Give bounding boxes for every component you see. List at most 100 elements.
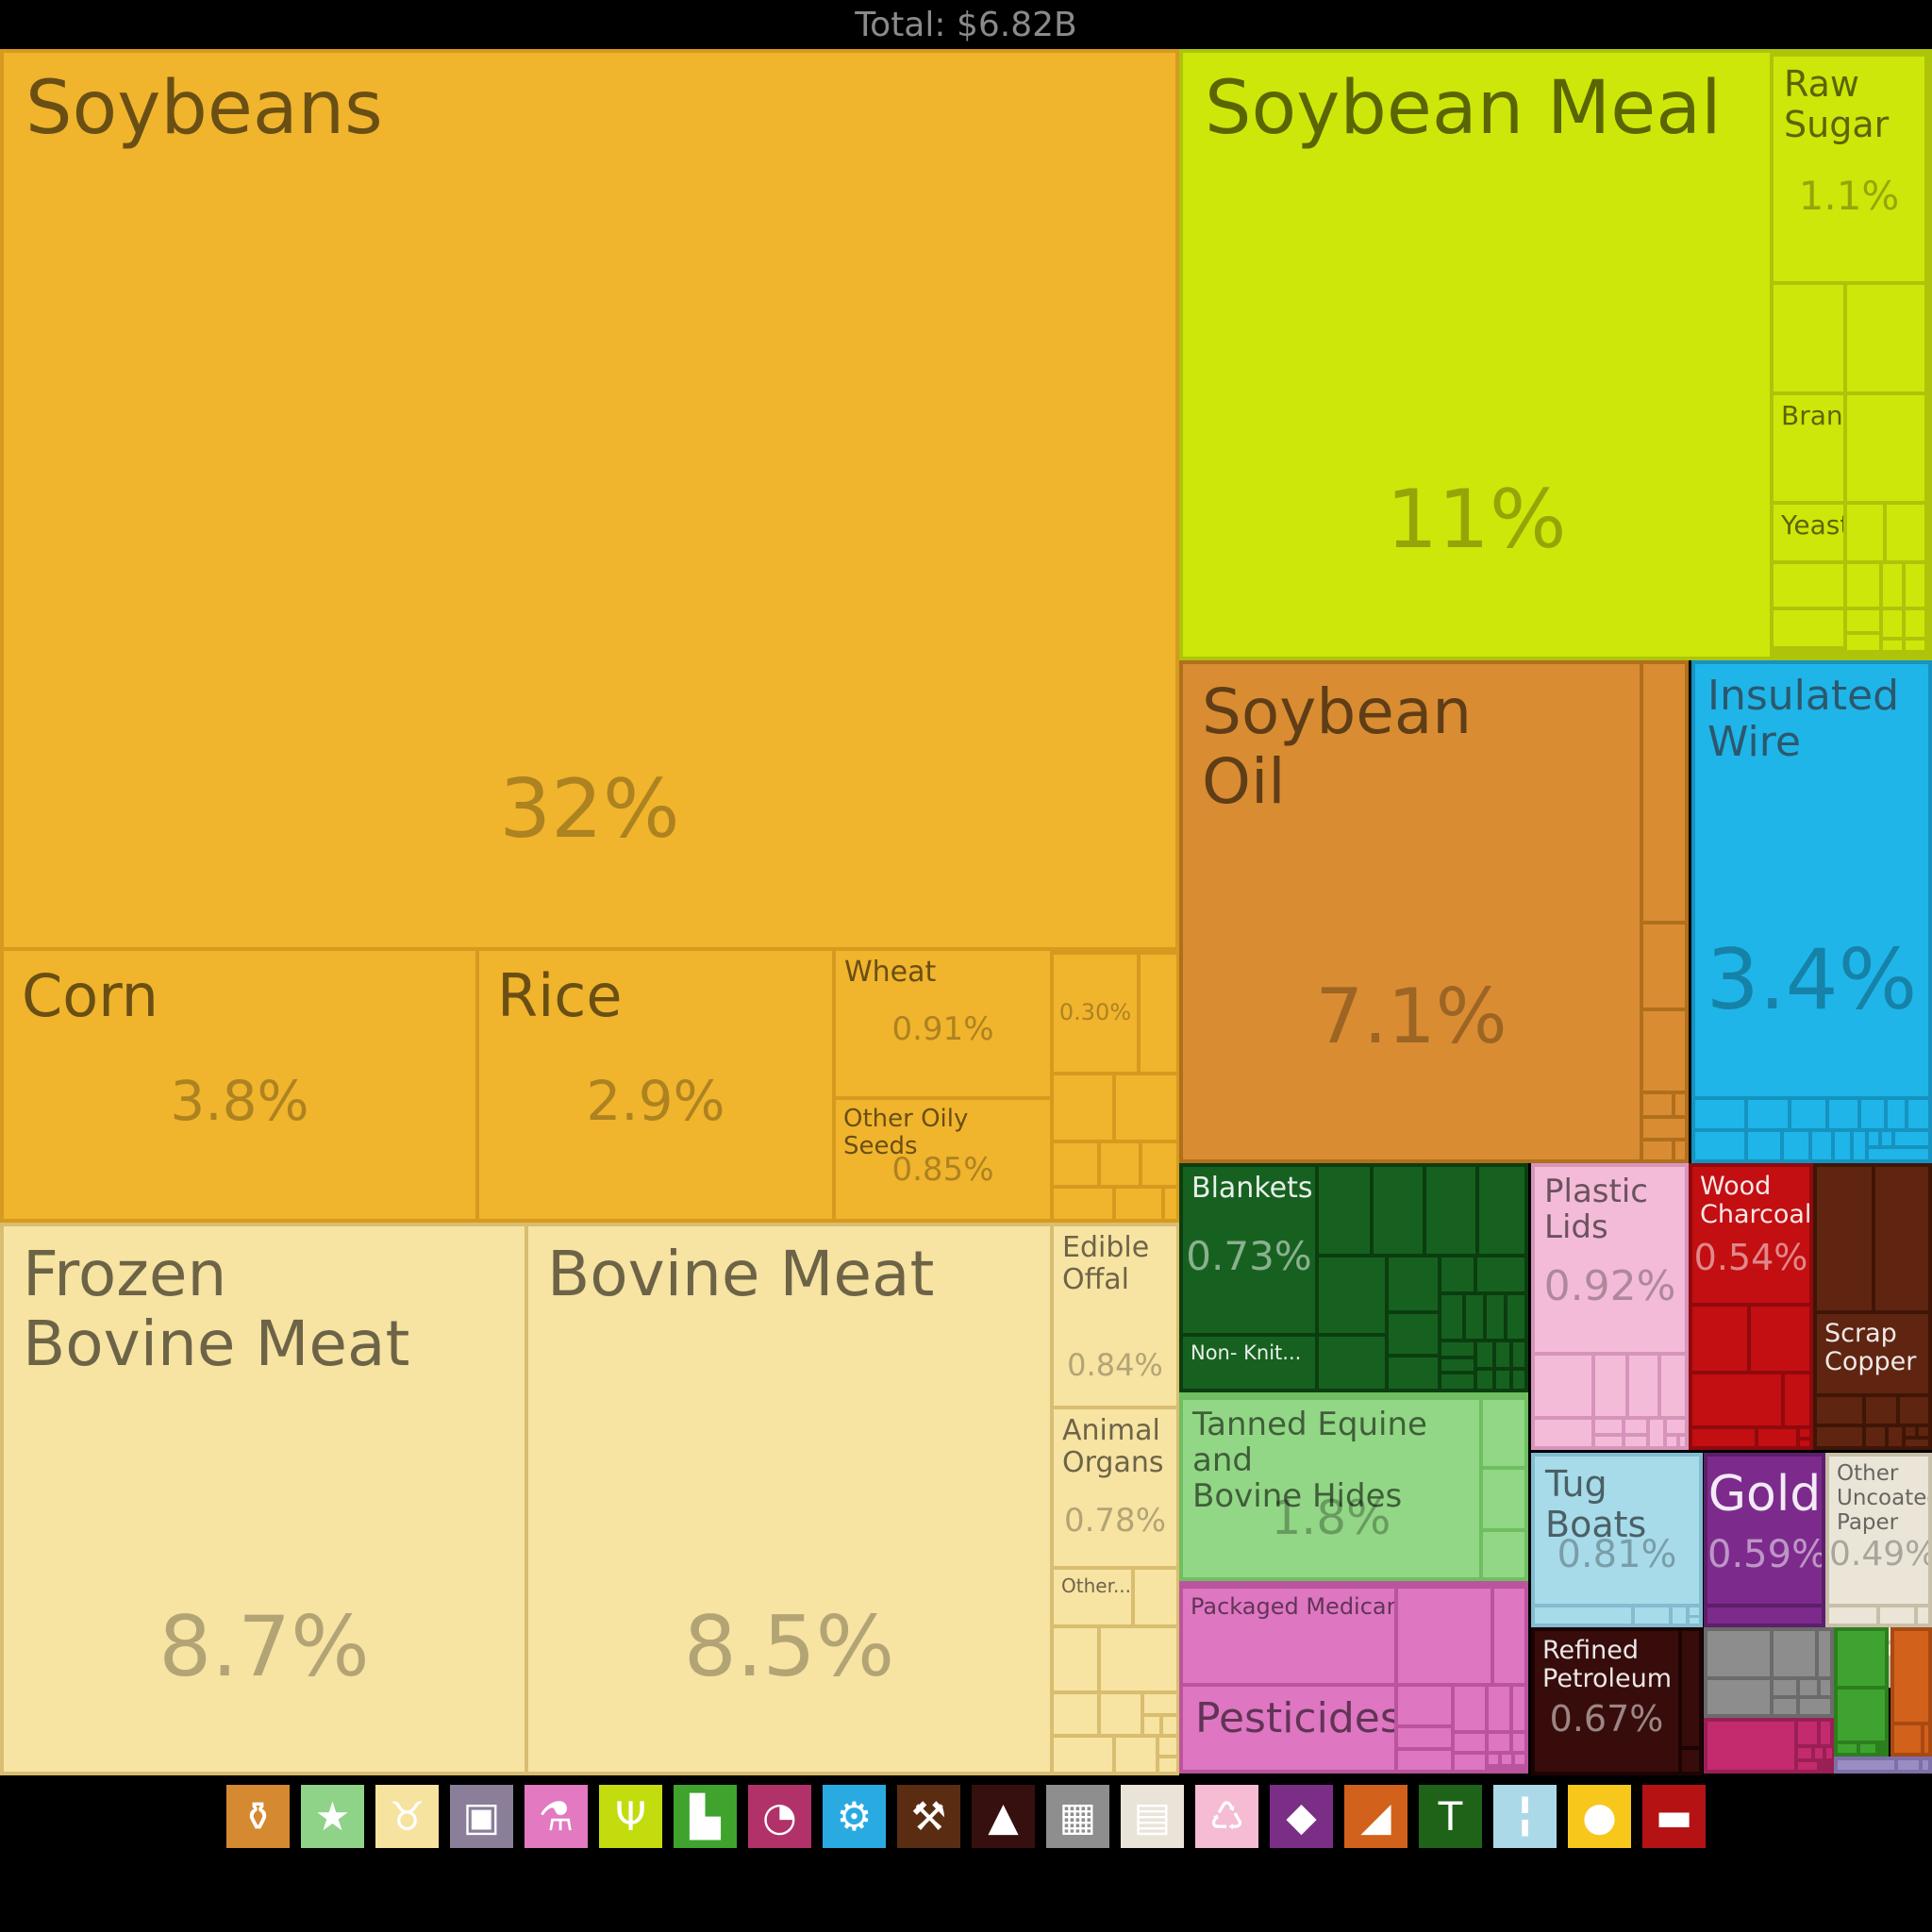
cell-bovine-meat[interactable]: Bovine Meat 8.5% (528, 1226, 1050, 1772)
cell-metals[interactable] (1817, 1427, 1862, 1446)
cell-machines[interactable] (1695, 1132, 1744, 1159)
cell-transportation[interactable] (1535, 1607, 1631, 1624)
cell-foodstuffs[interactable] (1847, 635, 1879, 650)
cell-vegetable-products[interactable] (1054, 1143, 1097, 1185)
cell-stone-and-glass[interactable] (1924, 1725, 1928, 1753)
cell-animal-products[interactable] (1144, 1694, 1176, 1713)
cell-vegetable-products[interactable] (1116, 1075, 1176, 1140)
cell-textiles[interactable] (1374, 1167, 1423, 1254)
cell-animal-products[interactable] (1159, 1758, 1176, 1772)
cell-wood-products[interactable] (1751, 1307, 1809, 1371)
cell-other[interactable]: Other... (1054, 1570, 1131, 1624)
cell-yeast[interactable]: Yeast (1774, 505, 1843, 560)
cell-foodstuffs[interactable] (1847, 395, 1924, 501)
cell-animal-products[interactable] (1159, 1738, 1176, 1755)
cell-stone-and-glass[interactable] (1894, 1725, 1921, 1753)
cell-machines[interactable] (1869, 1149, 1928, 1159)
cell-instruments[interactable] (1815, 1748, 1823, 1758)
legend-icon-precious-metals[interactable]: ◆ (1270, 1785, 1333, 1848)
cell-instruments[interactable] (1798, 1762, 1817, 1770)
cell-animal-vegetable-biproducts[interactable] (1675, 1141, 1685, 1159)
legend-icon-transportation[interactable]: ╏ (1493, 1785, 1557, 1848)
cell-metals[interactable] (1817, 1167, 1872, 1310)
cell-textiles[interactable] (1426, 1167, 1475, 1254)
cell-chemical-products[interactable] (1398, 1751, 1451, 1770)
cell-animal-vegetable-biproducts[interactable] (1643, 1011, 1685, 1091)
cell-footwear-and-headwear[interactable] (1860, 1744, 1875, 1753)
legend-icon-machines[interactable]: ⚙ (823, 1785, 886, 1848)
cell-metals[interactable] (1866, 1397, 1896, 1424)
cell-animal-products[interactable] (1054, 1694, 1097, 1734)
cell-foodstuffs[interactable] (1847, 285, 1924, 391)
cell-unspecified[interactable] (1898, 1760, 1919, 1770)
cell-instruments[interactable] (1798, 1748, 1811, 1758)
cell-bran[interactable]: Bran (1774, 395, 1843, 501)
cell-wood-products[interactable] (1692, 1429, 1755, 1446)
cell-textiles[interactable] (1389, 1314, 1438, 1354)
cell-vegetable-products[interactable] (1165, 1189, 1176, 1219)
cell-plastics-and-rubbers[interactable] (1595, 1420, 1622, 1433)
cell-instruments[interactable] (1821, 1722, 1830, 1744)
cell-plastics-and-rubbers[interactable] (1535, 1356, 1591, 1416)
cell-rice[interactable]: Rice 2.9% (479, 951, 832, 1219)
cell-frozen-bovine-meat[interactable]: Frozen Bovine Meat 8.7% (4, 1226, 525, 1772)
cell-textiles[interactable] (1319, 1337, 1385, 1389)
cell-chemical-products[interactable] (1489, 1734, 1509, 1751)
cell-foodstuffs[interactable] (1774, 285, 1843, 391)
cell-non-knit[interactable]: Non- Knit... (1183, 1337, 1315, 1389)
cell-metals[interactable] (1817, 1397, 1862, 1424)
legend-icon-animal-vegetable-biproducts[interactable]: ⚱ (226, 1785, 290, 1848)
cell-miscellaneous[interactable] (1707, 1631, 1770, 1676)
cell-textiles[interactable] (1507, 1295, 1524, 1339)
cell-miscellaneous[interactable] (1774, 1631, 1815, 1676)
cell-metals[interactable] (1906, 1427, 1915, 1436)
legend-icon-textiles[interactable]: T (1419, 1785, 1482, 1848)
cell-plastics-and-rubbers[interactable] (1667, 1420, 1685, 1433)
cell-vegetable-products[interactable] (1142, 1143, 1176, 1185)
cell-machines[interactable] (1861, 1100, 1884, 1128)
cell-machines[interactable] (1895, 1132, 1928, 1145)
cell-other-oily-seeds[interactable]: Other Oily Seeds 0.85% (836, 1100, 1050, 1219)
cell-textiles[interactable] (1513, 1342, 1524, 1367)
cell-textiles[interactable] (1441, 1257, 1474, 1291)
cell-unspecified[interactable] (1838, 1760, 1894, 1770)
cell-metals[interactable] (1900, 1397, 1928, 1424)
cell-vegetable-products[interactable] (1141, 955, 1176, 1072)
cell-vegetable-products[interactable] (1054, 1189, 1112, 1219)
cell-wheat[interactable]: Wheat 0.91% (836, 951, 1050, 1096)
cell-animal-products[interactable] (1163, 1717, 1176, 1734)
legend-icon-miscellaneous[interactable]: ▦ (1046, 1785, 1109, 1848)
cell-animal-vegetable-biproducts[interactable] (1675, 1094, 1685, 1115)
cell-stone-and-glass[interactable] (1894, 1631, 1928, 1722)
legend-icon-paper-goods[interactable]: ▤ (1121, 1785, 1184, 1848)
cell-wood-products[interactable] (1692, 1307, 1747, 1371)
cell-wood-products[interactable] (1758, 1429, 1796, 1446)
cell-chemical-products[interactable] (1515, 1755, 1524, 1764)
cell-animal-products[interactable] (1116, 1738, 1156, 1772)
cell-textiles[interactable] (1487, 1295, 1504, 1339)
legend-icon-wood-products[interactable]: ▬ (1642, 1785, 1706, 1848)
cell-animal-products[interactable] (1101, 1628, 1176, 1690)
cell-0-30[interactable]: 0.30% (1054, 955, 1137, 1072)
cell-animal-hides[interactable] (1483, 1532, 1524, 1577)
cell-plastics-and-rubbers[interactable] (1595, 1356, 1625, 1416)
cell-animal-products[interactable] (1054, 1738, 1112, 1772)
cell-animal-organs[interactable]: Animal Organs 0.78% (1054, 1409, 1176, 1566)
cell-foodstuffs[interactable] (1887, 505, 1924, 560)
cell-packaged-medicaments[interactable]: Packaged Medicaments (1183, 1589, 1394, 1683)
cell-animal-products[interactable] (1101, 1694, 1141, 1734)
cell-textiles[interactable] (1319, 1167, 1370, 1254)
cell-precious-metals[interactable] (1707, 1607, 1822, 1624)
cell-textiles[interactable] (1513, 1371, 1524, 1389)
cell-plastics-and-rubbers[interactable] (1625, 1420, 1646, 1433)
cell-chemical-products[interactable] (1489, 1687, 1509, 1730)
cell-machines[interactable] (1869, 1132, 1878, 1145)
cell-chemical-products[interactable] (1398, 1728, 1451, 1747)
cell-wood-products[interactable] (1800, 1429, 1809, 1437)
cell-textiles[interactable] (1496, 1371, 1509, 1389)
cell-vegetable-products[interactable] (1054, 1075, 1112, 1140)
cell-chemical-products[interactable] (1398, 1589, 1491, 1683)
cell-chemical-products[interactable] (1513, 1734, 1524, 1751)
cell-machines[interactable] (1888, 1100, 1905, 1128)
cell-textiles[interactable] (1466, 1295, 1483, 1339)
